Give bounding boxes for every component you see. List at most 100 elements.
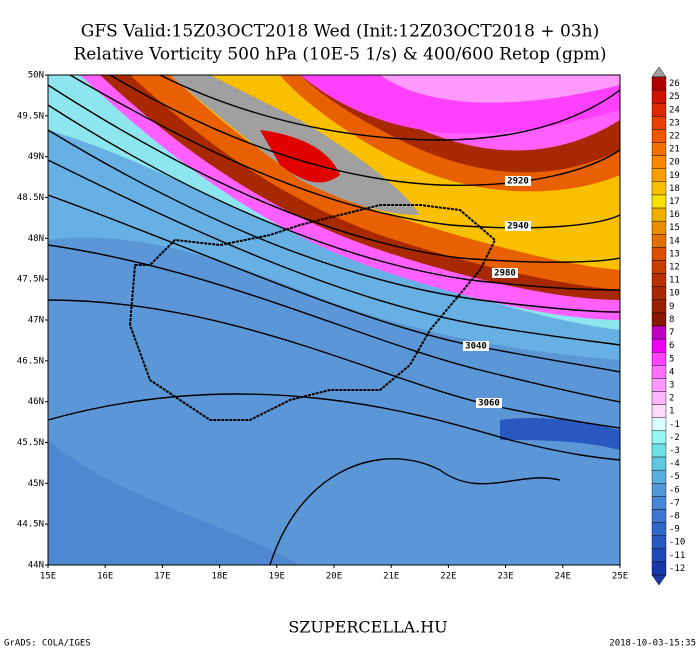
colorbar-swatch xyxy=(651,220,667,235)
colorbar-swatch xyxy=(651,522,667,536)
colorbar-swatch xyxy=(651,234,667,248)
colorbar-swatch xyxy=(651,456,667,471)
colorbar-label: 19 xyxy=(669,171,680,181)
lat-label: 46N xyxy=(28,397,44,407)
colorbar-swatch xyxy=(651,404,667,418)
colorbar-swatch xyxy=(651,548,667,563)
lon-label: 16E xyxy=(97,572,113,582)
contour-label-bg xyxy=(505,221,531,231)
contour-label-bg xyxy=(492,268,518,278)
lat-label: 44.5N xyxy=(17,520,44,530)
lon-label: 23E xyxy=(497,572,513,582)
lat-label: 47.5N xyxy=(17,275,44,285)
colorbar-swatch xyxy=(651,129,667,143)
lat-label: 48N xyxy=(28,234,44,244)
colorbar-label: -3 xyxy=(669,446,680,456)
lon-label: 20E xyxy=(326,572,342,582)
lon-label: 21E xyxy=(383,572,399,582)
colorbar-swatch xyxy=(651,299,667,314)
colorbar-swatch xyxy=(651,352,667,366)
colorbar-swatch xyxy=(651,391,667,405)
colorbar-label: 5 xyxy=(669,354,674,364)
colorbar-label: 3 xyxy=(669,380,674,390)
lat-label: 45.5N xyxy=(17,438,44,448)
colorbar-label: 1 xyxy=(669,407,674,417)
height-contours xyxy=(48,75,620,565)
colorbar-label: -7 xyxy=(669,498,680,508)
colorbar-label: 25 xyxy=(669,92,680,102)
colorbar-label: -5 xyxy=(669,472,680,482)
colorbar-swatch xyxy=(651,496,667,510)
colorbar-swatch xyxy=(651,443,667,458)
colorbar-arrow-bottom xyxy=(651,574,667,586)
contour-label: 3040 xyxy=(465,342,487,352)
colorbar-label: 2 xyxy=(669,394,674,404)
colorbar-label: 4 xyxy=(669,367,674,377)
contour-label: 2940 xyxy=(507,222,529,232)
colorbar-swatch xyxy=(651,312,667,327)
lon-label: 22E xyxy=(440,572,456,582)
colorbar-label: 16 xyxy=(669,210,680,220)
lon-label: 24E xyxy=(555,572,571,582)
colorbar-swatch xyxy=(651,417,667,432)
colorbar-label: -11 xyxy=(669,551,685,561)
colorbar-label: 14 xyxy=(669,236,680,246)
colorbar-swatch xyxy=(651,142,667,156)
colorbar-label: 11 xyxy=(669,276,680,286)
colorbar-label: 8 xyxy=(669,315,674,325)
colorbar-label: -2 xyxy=(669,433,680,443)
colorbar-swatch xyxy=(651,76,667,91)
map-field xyxy=(48,75,620,565)
colorbar-swatch xyxy=(651,207,667,222)
colorbar-swatch xyxy=(651,483,667,497)
map-subtitle: Relative Vorticity 500 hPa (10E-5 1/s) &… xyxy=(73,45,606,65)
colorbar-label: 12 xyxy=(669,263,680,273)
colorbar-label: 23 xyxy=(669,118,680,128)
colorbar-swatch xyxy=(651,338,667,353)
contour-label: 2920 xyxy=(507,177,529,187)
colorbar-swatch xyxy=(651,260,667,274)
colorbar-swatch xyxy=(651,273,667,287)
colorbar-swatch xyxy=(651,103,667,117)
colorbar-label: 22 xyxy=(669,131,680,141)
lon-label: 17E xyxy=(154,572,170,582)
lat-label: 48.5N xyxy=(17,193,44,203)
lon-label: 25E xyxy=(612,572,628,582)
lat-label: 49N xyxy=(28,152,44,162)
colorbar-swatch xyxy=(651,247,667,261)
colorbar-label: -6 xyxy=(669,485,680,495)
lon-label: 15E xyxy=(40,572,56,582)
colorbar-label: 10 xyxy=(669,289,680,299)
contour-label-bg xyxy=(505,176,531,186)
colorbar-swatch xyxy=(651,469,667,484)
colorbar-label: 13 xyxy=(669,249,680,259)
colorbar-label: 21 xyxy=(669,145,680,155)
lat-label: 45N xyxy=(28,479,44,489)
colorbar-swatch xyxy=(651,535,667,549)
lat-label: 49.5N xyxy=(17,111,44,121)
colorbar-swatch xyxy=(651,365,667,379)
colorbar-label: 24 xyxy=(669,105,680,115)
lat-label: 47N xyxy=(28,316,44,326)
colorbar-label: 7 xyxy=(669,328,674,338)
site-name: SZUPERCELLA.HU xyxy=(288,618,447,637)
colorbar-arrow-top xyxy=(651,66,667,78)
lon-label: 18E xyxy=(211,572,227,582)
colorbar-label: -1 xyxy=(669,420,680,430)
colorbar-swatch xyxy=(651,325,667,340)
colorbar-swatch xyxy=(651,155,667,169)
colorbar-label: 6 xyxy=(669,341,674,351)
lat-label: 44N xyxy=(28,561,44,571)
timestamp: 2018-10-03-15:35 xyxy=(609,639,696,649)
lat-label: 50N xyxy=(28,71,44,81)
colorbar-swatch xyxy=(651,286,667,300)
map-title: GFS Valid:15Z03OCT2018 Wed (Init:12Z03OC… xyxy=(81,22,599,42)
colorbar-label: 17 xyxy=(669,197,680,207)
colorbar-label: 9 xyxy=(669,302,674,312)
colorbar-label: -12 xyxy=(669,564,685,574)
colorbar-swatch xyxy=(651,116,667,130)
colorbar-swatch xyxy=(651,561,667,576)
colorbar-swatch xyxy=(651,89,667,104)
colorbar-label: 15 xyxy=(669,223,680,233)
